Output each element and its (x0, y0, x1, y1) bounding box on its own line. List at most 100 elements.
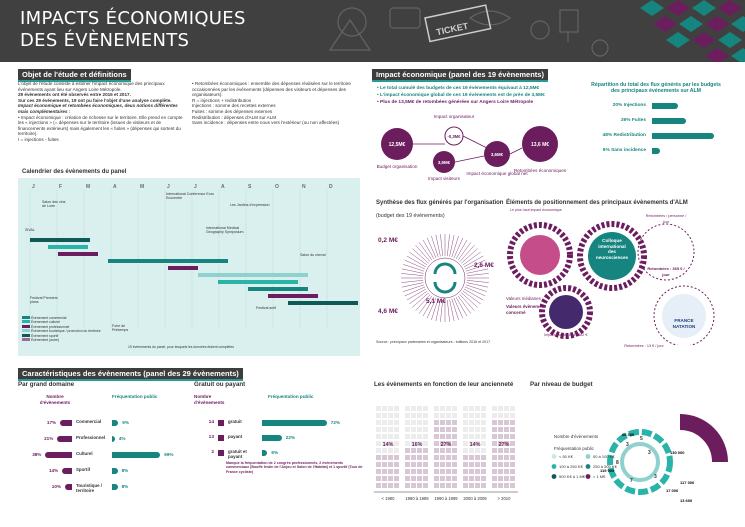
anciennete-fill (463, 455, 468, 460)
sunburst-ray (412, 292, 429, 308)
anciennete-fill (417, 462, 422, 467)
domaine-label: Culturel (76, 451, 93, 456)
anciennete-fill (382, 462, 387, 467)
anciennete-fill (463, 483, 468, 488)
domaine-freq-value: 4% (118, 436, 126, 441)
cal-event-cheval: Salon du cheval (300, 253, 326, 257)
month-label: S (248, 184, 252, 190)
month-label: O (275, 184, 279, 190)
sunburst-ray (409, 290, 428, 305)
anciennete-fill (469, 462, 474, 467)
anciennete-fill (504, 455, 509, 460)
anciennete-cell (411, 441, 416, 446)
domaine-nb-value: 38% (32, 452, 42, 457)
anciennete-cell (452, 406, 457, 411)
organisateur-label: Impact organisateur (434, 114, 475, 119)
legend-item-5: Événement sportif (22, 333, 122, 338)
domaine-nb-bar (65, 484, 72, 490)
anciennete-fill (452, 448, 457, 453)
anciennete-cell (411, 406, 416, 411)
rep-bar (652, 148, 660, 154)
retombees-label: Retombées économiques (514, 168, 567, 173)
sunburst-ray (401, 282, 424, 288)
sunburst-ray (466, 282, 489, 288)
caract-title: Caractéristiques des évènements (panel d… (18, 368, 243, 381)
budget-chart: Nombre d'évènements Fréquentation public… (551, 414, 728, 503)
anciennete-fill (498, 469, 503, 474)
anciennete-cell (463, 448, 468, 453)
anciennete-cell (388, 448, 393, 453)
anciennete-fill (504, 420, 509, 425)
anciennete-fill (440, 420, 445, 425)
anciennete-fill (469, 483, 474, 488)
sunburst-ray (451, 298, 459, 320)
impact-bullet-1: • Le total cumulé des budgets de ces 19 … (377, 86, 540, 91)
anciennete-fill (504, 448, 509, 453)
sunburst-ray (453, 298, 464, 319)
gratuit-hdr-freq: Fréquentation public (268, 394, 314, 399)
anciennete-fill (417, 476, 422, 481)
legend-item-4: Événement touristique / promotion du ter… (22, 329, 122, 333)
budget-legend-label: < 50 K€ (559, 454, 574, 459)
anciennete-fill (382, 476, 387, 481)
event-period-bar (30, 238, 90, 242)
anciennete-cell (405, 413, 410, 418)
anciennete-fill (498, 476, 503, 481)
anciennete-cell (469, 406, 474, 411)
gratuit-freq-value: 22% (285, 435, 295, 440)
cal-event-sival: SIVAL (25, 228, 35, 232)
anciennete-fill (388, 469, 393, 474)
anciennete-cell (417, 441, 422, 446)
gratuit-freq-bar (262, 450, 268, 456)
arc-right-top: Retombées / personne / jour (645, 214, 687, 224)
synthese-bottomleft: 4,6 M€ (378, 308, 398, 315)
anciennete-fill (388, 483, 393, 488)
sunburst-ray (459, 294, 475, 311)
impact-bullets: • Le total cumulé des budgets de ces 19 … (377, 85, 577, 106)
sunburst-ray (401, 280, 424, 283)
anciennete-fill (498, 483, 503, 488)
retombees-value: 13,6 M€ (531, 142, 549, 148)
arc-bottom: Retombées : 13 € / jour (624, 344, 664, 348)
anciennete-fill (423, 462, 428, 467)
anciennete-fill (452, 455, 457, 460)
event-period-bar (288, 301, 358, 305)
anciennete-title: Les évènements en fonction de leur ancie… (374, 381, 514, 388)
calendar-note: 19 évènements du panel, pour lesquels le… (128, 345, 234, 349)
sunburst-ray (403, 264, 425, 272)
anciennete-cell (417, 413, 422, 418)
anciennete-fill (376, 483, 381, 488)
sunburst-ray (461, 292, 478, 308)
anciennete-fill (475, 483, 480, 488)
objet-col2: • Retombées économiques : ensemble des d… (192, 81, 360, 126)
anciennete-fill (492, 441, 497, 446)
anciennete-fill (498, 462, 503, 467)
synthese-sunburst (401, 234, 489, 322)
photo-2 (549, 295, 583, 329)
anciennete-cell (405, 406, 410, 411)
anciennete-cell (434, 406, 439, 411)
freq-label-1: 68 300 (622, 432, 635, 437)
anciennete-fill (394, 462, 399, 467)
anciennete-label: 2000 à 2009 (463, 496, 487, 501)
anciennete-cell (394, 413, 399, 418)
sunburst-ray (466, 280, 489, 283)
anciennete-fill (498, 420, 503, 425)
calendar-title: Calendrier des évènements du panel (22, 169, 127, 175)
anciennete-fill (469, 455, 474, 460)
anciennete-fill (510, 448, 515, 453)
objet-p6: I = injections - fuites (18, 136, 59, 142)
anciennete-fill (475, 462, 480, 467)
cal-event-euro: International Conference Euro Ecocentre (166, 192, 214, 200)
freq-label-5: 17 000 (666, 488, 679, 493)
sunburst-ray (466, 273, 489, 276)
objet-q1: • Retombées économiques : ensemble des d… (192, 81, 351, 98)
anciennete-cell (475, 420, 480, 425)
legend-item-1: Événement commercial (22, 316, 122, 320)
anciennete-fill (492, 420, 497, 425)
anciennete-fill (492, 483, 497, 488)
anciennete-fill (452, 483, 457, 488)
sunburst-ray (422, 239, 435, 260)
rep-label: 48% Redistribution (602, 133, 646, 138)
freq-label-6: 13 600 (680, 498, 693, 503)
